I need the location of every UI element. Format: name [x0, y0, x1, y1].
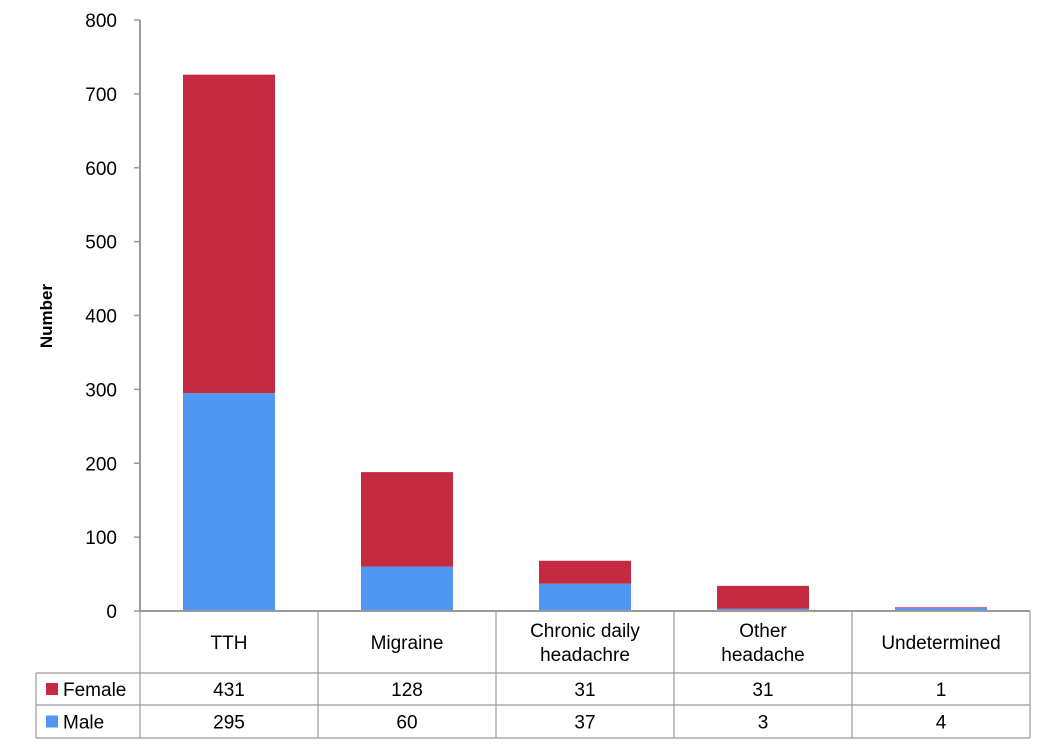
table-cell-male: 295 [213, 713, 245, 734]
legend-swatch-male [46, 715, 58, 728]
table-cell-male: 37 [574, 713, 595, 734]
bar-male-2 [539, 583, 631, 611]
y-axis-label: Number [37, 284, 56, 349]
bar-male-4 [895, 608, 987, 611]
bar-female-1 [361, 472, 453, 567]
y-tick-label: 100 [85, 528, 117, 549]
bar-female-2 [539, 560, 631, 584]
bar-male-0 [183, 393, 275, 611]
table-cell-female: 31 [574, 680, 595, 701]
table-cell-male: 3 [758, 713, 769, 734]
category-label: Migraine [371, 633, 444, 654]
category-label: headache [721, 645, 804, 666]
bar-female-3 [717, 585, 809, 609]
category-label: headachre [540, 645, 630, 666]
category-label: TTH [211, 633, 248, 654]
table-cell-male: 4 [936, 713, 947, 734]
table-cell-male: 60 [396, 713, 417, 734]
bar-male-1 [361, 566, 453, 611]
y-tick-label: 600 [85, 159, 117, 180]
category-label: Chronic daily [530, 621, 640, 642]
y-tick-label: 500 [85, 233, 117, 254]
bar-female-0 [183, 74, 275, 394]
legend-label-male: Male [63, 713, 104, 734]
table-cell-female: 128 [391, 680, 423, 701]
legend-swatch-female [46, 683, 58, 695]
y-tick-label: 400 [85, 307, 117, 328]
bar-male-3 [717, 608, 809, 611]
table-cell-female: 1 [936, 680, 947, 701]
y-tick-label: 800 [85, 11, 117, 32]
y-tick-label: 200 [85, 454, 117, 475]
y-tick-label: 300 [85, 380, 117, 401]
y-tick-label: 700 [85, 85, 117, 106]
category-label: Undetermined [881, 633, 1000, 654]
bar-female-4 [895, 607, 987, 609]
table-cell-female: 431 [213, 680, 245, 701]
y-tick-label: 0 [106, 602, 117, 623]
table-cell-female: 31 [752, 680, 773, 701]
category-label: Other [739, 621, 787, 642]
legend-label-female: Female [63, 680, 126, 701]
